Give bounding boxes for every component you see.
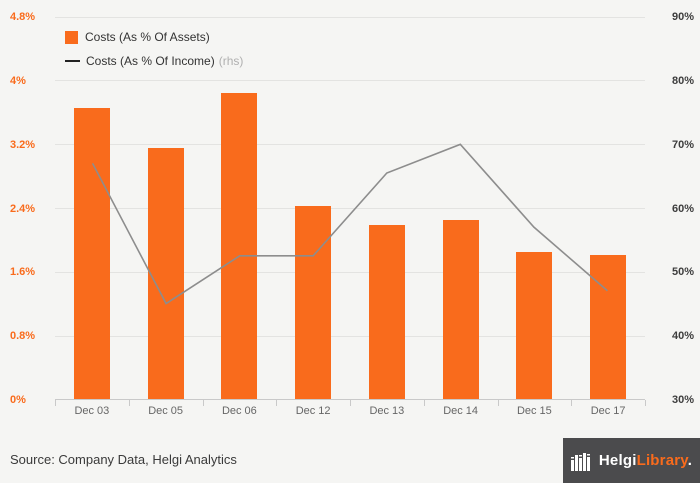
helgi-library-logo: HelgiLibrary. <box>563 438 700 483</box>
x-axis-tick <box>128 400 130 406</box>
line-series <box>91 143 608 305</box>
gridline <box>55 335 645 337</box>
legend-line-swatch <box>65 60 80 62</box>
x-axis-tick-label: Dec 14 <box>443 405 479 417</box>
legend-row-bar: Costs (As % Of Assets) <box>65 25 243 49</box>
gridline <box>55 16 645 18</box>
left-axis-tick-label: 2.4% <box>10 202 36 215</box>
legend-bar-swatch <box>65 30 78 44</box>
right-axis-tick-label: 50% <box>671 266 694 279</box>
x-axis-tick-label: Dec 05 <box>148 405 184 417</box>
cost-assets-bar <box>221 92 258 399</box>
source-text: Source: Company Data, Helgi Analytics <box>10 452 237 467</box>
x-axis-tick-label: Dec 15 <box>516 405 552 417</box>
legend-row-line: Costs (As % Of Income) (rhs) <box>65 49 243 73</box>
right-axis-tick-label: 40% <box>671 330 694 343</box>
left-axis-tick-label: 4% <box>10 74 26 87</box>
x-axis-tick <box>350 400 351 406</box>
legend: Costs (As % Of Assets) Costs (As % Of In… <box>65 25 243 73</box>
cost-assets-bar <box>295 205 332 399</box>
x-axis-tick <box>276 400 278 406</box>
right-axis-tick-label: 90% <box>671 11 694 23</box>
legend-line-label: Costs (As % Of Income) <box>86 54 215 68</box>
gridline <box>55 144 645 146</box>
logo-wordmark: HelgiLibrary. <box>598 452 693 469</box>
x-axis-tick-label: Dec 17 <box>590 405 626 417</box>
right-axis-tick-label: 60% <box>671 202 694 215</box>
x-axis-tick-label: Dec 06 <box>221 405 257 417</box>
x-axis-tick-label: Dec 12 <box>295 405 331 417</box>
left-axis-tick-label: 0% <box>10 394 26 406</box>
x-axis-tick <box>423 400 425 406</box>
cost-income-line <box>91 143 608 305</box>
cost-assets-bar <box>590 255 627 399</box>
x-axis-tick <box>202 400 204 406</box>
left-axis-tick-label: 4.8% <box>10 11 36 23</box>
x-axis-tick <box>55 400 56 406</box>
x-axis-tick-label: Dec 13 <box>369 405 405 417</box>
cost-assets-bar <box>73 107 110 399</box>
x-axis-tick <box>645 400 646 406</box>
right-axis-tick-label: 30% <box>671 394 694 406</box>
left-axis-tick-label: 3.2% <box>10 138 36 151</box>
gridline <box>55 208 645 209</box>
right-axis-tick-label: 70% <box>671 138 694 151</box>
cost-assets-bar <box>368 225 405 399</box>
x-axis-tick-label: Dec 03 <box>74 405 110 417</box>
gridline <box>55 271 645 273</box>
cost-assets-bar <box>516 252 553 399</box>
left-axis-tick-label: 0.8% <box>10 330 36 343</box>
x-axis-tick <box>497 400 499 406</box>
cost-assets-bar <box>147 147 184 399</box>
helgi-logo-icon <box>570 452 590 471</box>
gridline <box>55 80 645 82</box>
x-axis-tick <box>571 400 573 406</box>
left-axis-tick-label: 1.6% <box>10 266 36 279</box>
cost-assets-bar <box>442 220 479 399</box>
legend-line-rhs-tag: (rhs) <box>218 54 244 68</box>
plot-area: Costs (As % Of Assets) Costs (As % Of In… <box>55 16 645 400</box>
legend-bar-label: Costs (As % Of Assets) <box>85 30 210 44</box>
right-axis-tick-label: 80% <box>671 74 694 87</box>
